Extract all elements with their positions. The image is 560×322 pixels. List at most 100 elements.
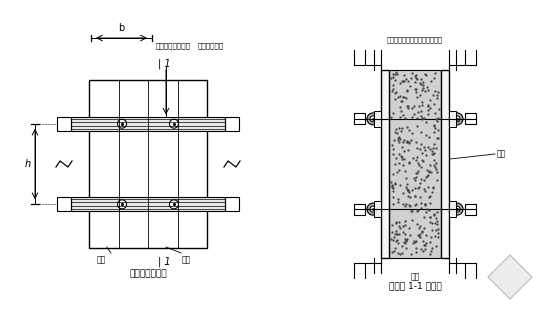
Point (410, 79, 419, 84)
Point (394, 219, 403, 224)
Point (433, 218, 442, 223)
Bar (449, 201, 456, 217)
Point (419, 115, 428, 120)
Point (424, 195, 433, 200)
Point (390, 130, 399, 135)
Point (412, 76, 421, 81)
Point (420, 242, 429, 247)
Point (391, 180, 400, 185)
Point (430, 150, 438, 155)
Point (419, 177, 428, 182)
Point (419, 86, 428, 91)
Point (389, 237, 398, 242)
Point (417, 113, 426, 118)
Point (420, 225, 429, 231)
Point (417, 200, 426, 205)
Point (388, 110, 397, 116)
Point (428, 148, 437, 153)
Point (407, 217, 416, 223)
Point (388, 185, 397, 190)
Text: 主樹（图形钓管）次樹（方木）: 主樹（图形钓管）次樹（方木） (387, 37, 443, 43)
Point (413, 171, 422, 176)
Text: 面板: 面板 (497, 149, 506, 158)
Point (412, 171, 421, 176)
Point (421, 243, 430, 248)
Point (422, 173, 431, 178)
Point (417, 102, 426, 107)
Point (430, 75, 438, 80)
Point (410, 104, 419, 109)
Text: 面板: 面板 (96, 255, 106, 264)
Point (402, 237, 410, 242)
Point (390, 138, 399, 143)
Point (433, 226, 442, 232)
Point (418, 248, 427, 253)
Point (431, 166, 440, 171)
Point (431, 215, 440, 221)
Point (433, 234, 442, 240)
Point (413, 209, 422, 214)
Point (430, 130, 438, 135)
Point (393, 232, 402, 237)
Point (390, 72, 399, 77)
Point (402, 187, 411, 192)
Point (410, 73, 419, 78)
Point (413, 169, 422, 174)
Point (395, 225, 404, 231)
Point (418, 239, 427, 244)
Point (390, 97, 399, 102)
Point (398, 223, 407, 229)
Point (417, 151, 426, 156)
Point (392, 90, 401, 95)
Point (398, 79, 407, 84)
Point (425, 168, 434, 174)
Point (432, 243, 441, 248)
Point (421, 174, 430, 179)
Point (387, 115, 396, 120)
Point (391, 182, 400, 187)
Point (417, 176, 426, 182)
Point (395, 231, 404, 236)
Point (425, 193, 434, 198)
Point (426, 163, 435, 168)
Point (420, 203, 429, 208)
Point (406, 251, 415, 257)
Bar (374, 111, 381, 127)
Point (392, 130, 401, 136)
Point (397, 251, 406, 256)
Point (403, 104, 412, 109)
Bar (354, 113, 365, 124)
Point (418, 116, 427, 121)
Point (434, 128, 443, 133)
Circle shape (367, 113, 379, 125)
Point (424, 111, 433, 117)
Point (433, 90, 442, 95)
Point (416, 141, 425, 146)
Point (404, 128, 413, 133)
Point (430, 142, 438, 147)
Point (393, 71, 402, 76)
Point (427, 246, 436, 251)
Point (395, 167, 404, 172)
Point (422, 132, 431, 137)
Point (398, 156, 407, 161)
Point (426, 220, 435, 225)
Point (432, 136, 441, 141)
Point (397, 125, 406, 130)
Point (416, 223, 424, 229)
Point (413, 222, 422, 227)
Bar (57, 117, 71, 131)
Point (389, 74, 398, 79)
Point (426, 79, 435, 84)
Point (409, 175, 418, 180)
Point (428, 151, 437, 156)
Point (431, 89, 440, 94)
Point (428, 146, 437, 151)
Point (388, 171, 397, 176)
Point (433, 170, 442, 175)
Bar (449, 111, 456, 127)
Point (392, 238, 401, 243)
Point (393, 138, 402, 143)
Point (427, 235, 436, 240)
Point (395, 182, 404, 187)
